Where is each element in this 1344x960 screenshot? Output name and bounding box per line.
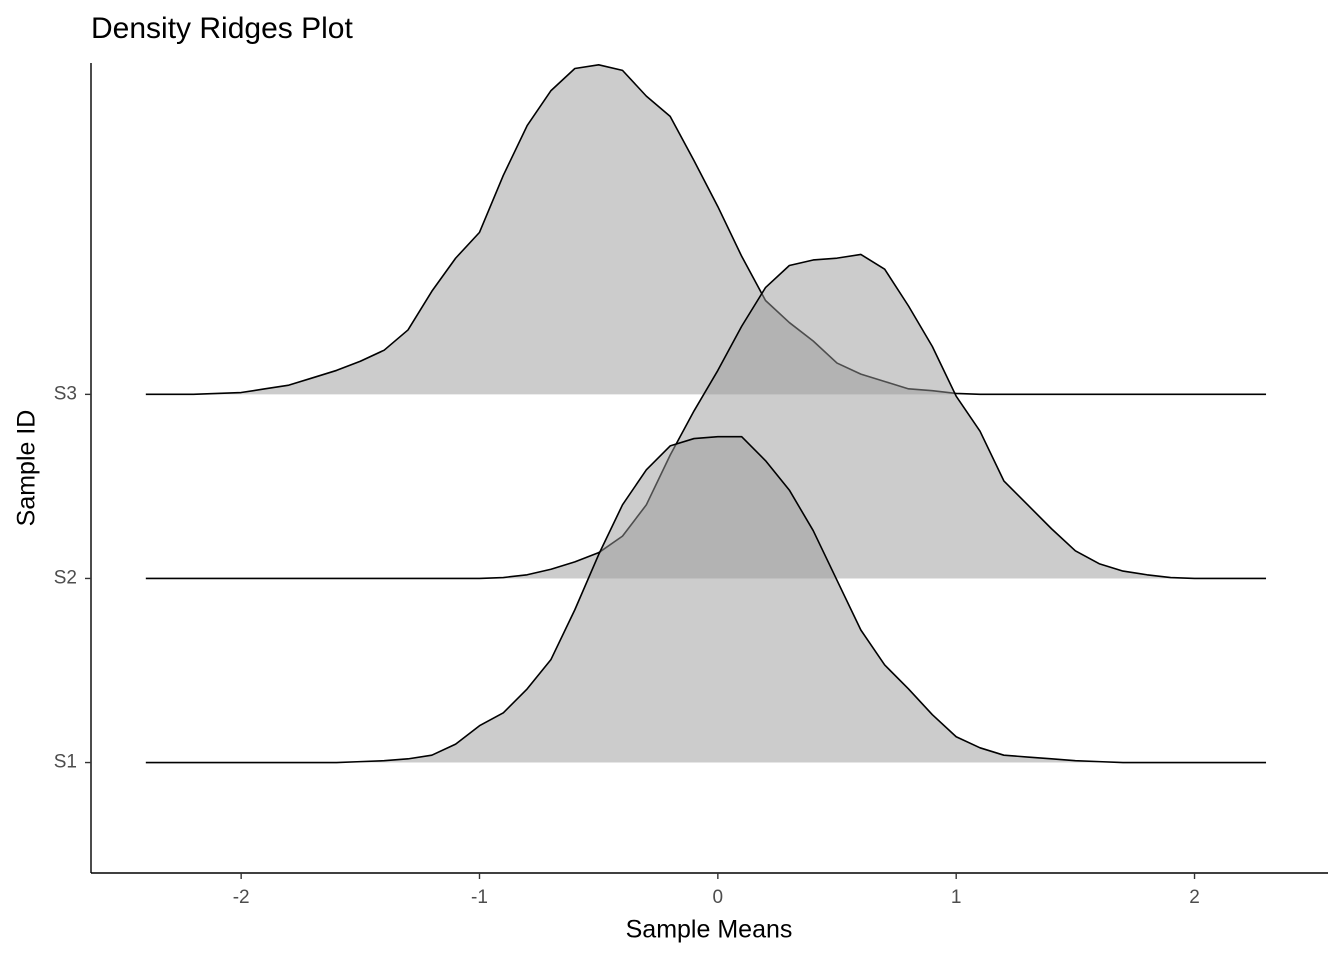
axes: -2 -1 0 1 2 S1 S2 S3 (54, 63, 1328, 908)
x-tick-label: -1 (471, 887, 488, 908)
y-axis-title: Sample ID (13, 410, 41, 527)
ridge-line (145, 253, 1267, 580)
ridge-line (145, 435, 1267, 764)
y-tick-label: S2 (54, 567, 77, 588)
x-tick-label: 0 (713, 887, 724, 908)
ridges (145, 64, 1267, 764)
x-tick-label: -2 (233, 887, 250, 908)
x-tick-label: 2 (1189, 887, 1200, 908)
y-tick-label: S1 (54, 752, 77, 773)
ridge-area (145, 254, 1267, 579)
x-tick-label: 1 (951, 887, 962, 908)
chart-title: Density Ridges Plot (91, 12, 353, 45)
ridge-area (145, 64, 1267, 395)
ridge-line (145, 64, 1267, 396)
x-axis-title: Sample Means (626, 916, 793, 944)
ridge-area (145, 436, 1267, 763)
y-tick-label: S3 (54, 383, 77, 404)
